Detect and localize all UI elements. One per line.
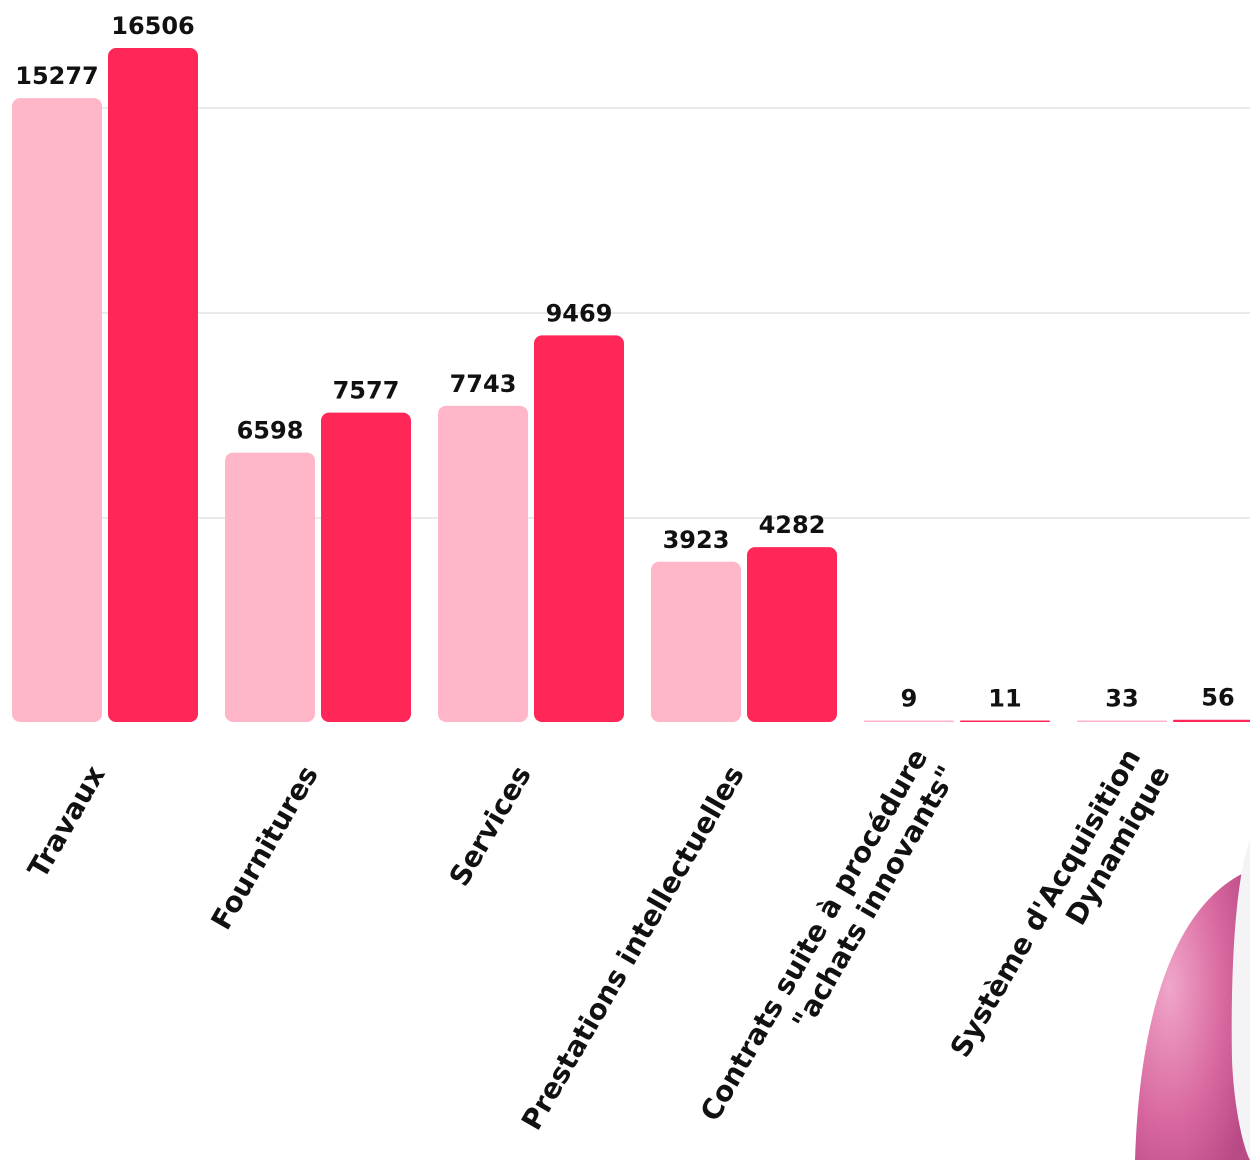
data-label: 56 <box>1201 684 1234 712</box>
data-label: 3923 <box>663 526 730 554</box>
decorative-shape <box>1135 870 1250 1160</box>
category-label: Travaux <box>21 760 112 884</box>
category-label: Services <box>443 760 538 892</box>
decorative-shape-highlight <box>1231 840 1250 1160</box>
bar <box>12 98 102 722</box>
data-label: 9 <box>901 685 918 713</box>
data-label: 4282 <box>759 511 826 539</box>
category-label-group: Services <box>443 760 538 892</box>
bar <box>960 720 1050 722</box>
bar <box>1077 720 1167 722</box>
bar <box>438 405 528 722</box>
bar <box>108 48 198 722</box>
bar <box>321 412 411 722</box>
data-label: 11 <box>988 685 1021 713</box>
bar <box>864 720 954 722</box>
data-label: 15277 <box>15 62 99 90</box>
category-label-group: Fournitures <box>204 760 324 935</box>
category-label: Système d'Acquisition <box>944 743 1148 1063</box>
data-label: 33 <box>1105 685 1138 713</box>
data-label: 7743 <box>450 370 517 398</box>
data-label: 9469 <box>546 299 613 327</box>
bar <box>1173 719 1250 722</box>
category-label: Fournitures <box>204 760 324 935</box>
category-label-group: Travaux <box>21 760 112 884</box>
data-label: 7577 <box>333 377 400 405</box>
bar <box>225 452 315 722</box>
bar <box>534 335 624 722</box>
data-label: 6598 <box>237 417 304 445</box>
bar <box>747 547 837 722</box>
data-label: 16506 <box>111 12 195 40</box>
bar <box>651 561 741 722</box>
